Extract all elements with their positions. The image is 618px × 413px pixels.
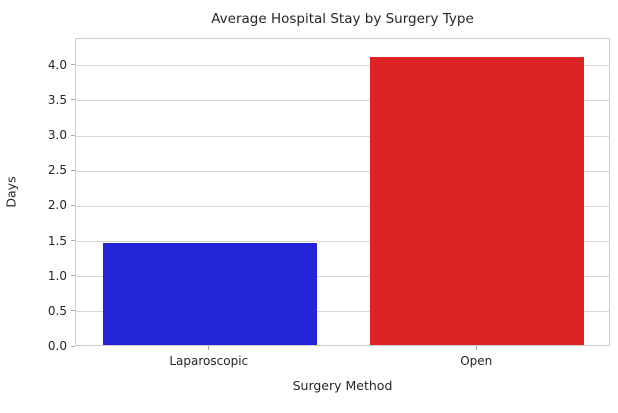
gridline-y-3.0 bbox=[76, 135, 609, 137]
ytick-mark bbox=[71, 310, 75, 312]
gridline-y-1.0 bbox=[76, 276, 609, 278]
ytick-label-0.0: 0.0 bbox=[47, 339, 67, 353]
bar-open bbox=[370, 56, 585, 345]
ytick-label-2.5: 2.5 bbox=[47, 163, 67, 178]
gridline-y-0.5 bbox=[76, 311, 609, 313]
gridline-y-2.0 bbox=[76, 205, 609, 207]
ytick-mark bbox=[71, 134, 75, 136]
xtick-label-open: Open bbox=[460, 354, 493, 368]
bar-laparoscopic bbox=[102, 243, 317, 345]
ytick-mark bbox=[71, 169, 75, 171]
ytick-label-2.0: 2.0 bbox=[47, 198, 67, 213]
ytick-label-3.0: 3.0 bbox=[47, 128, 67, 143]
gridline-y-3.5 bbox=[76, 100, 609, 102]
ytick-mark bbox=[71, 345, 75, 347]
x-axis-label: Surgery Method bbox=[292, 378, 393, 393]
ytick-label-4.0: 4.0 bbox=[47, 57, 67, 72]
ytick-mark bbox=[71, 275, 75, 277]
ytick-label-1.0: 1.0 bbox=[47, 268, 67, 283]
gridline-y-2.5 bbox=[76, 170, 609, 172]
ytick-label-0.5: 0.5 bbox=[47, 303, 67, 318]
ytick-mark bbox=[71, 204, 75, 206]
ytick-label-1.5: 1.5 bbox=[47, 233, 67, 248]
ytick-mark bbox=[71, 99, 75, 101]
xtick-mark bbox=[208, 346, 210, 350]
ytick-label-3.5: 3.5 bbox=[47, 92, 67, 107]
xtick-label-laparoscopic: Laparoscopic bbox=[169, 354, 249, 368]
ytick-mark bbox=[71, 240, 75, 242]
chart-title: Average Hospital Stay by Surgery Type bbox=[211, 11, 474, 27]
gridline-y-1.5 bbox=[76, 241, 609, 243]
ytick-mark bbox=[71, 64, 75, 66]
gridline-y-4.0 bbox=[76, 65, 609, 67]
xtick-mark bbox=[475, 346, 477, 350]
plot-area bbox=[75, 38, 610, 346]
